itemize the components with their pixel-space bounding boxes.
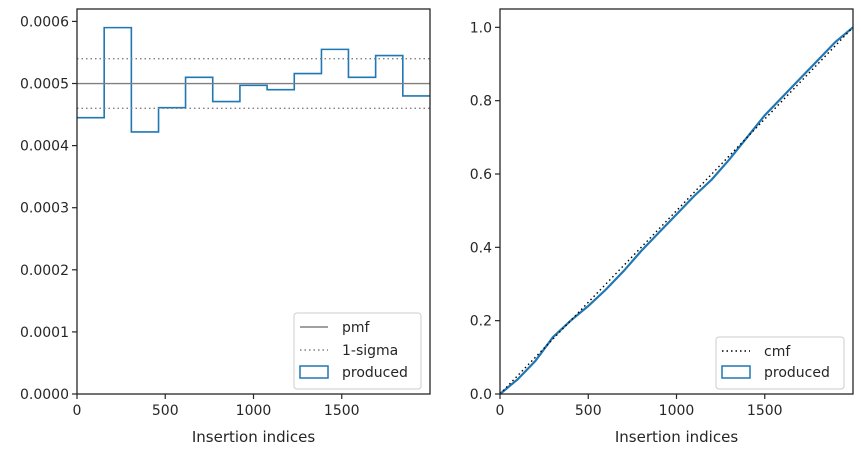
left-x-tick-label: 1500	[324, 403, 360, 419]
right-ticks: 0 500 1000 1500 0.0 0.2 0.4 0.6 0.8 1.0	[470, 20, 783, 419]
left-ticks: 0 500 1000 1500 0.0000 0.0001 0.0002 0.0003 0.00…	[20, 14, 360, 419]
left-legend: pmf 1-sigma produced	[293, 312, 422, 390]
left-y-tick-label: 0.0006	[20, 14, 69, 30]
legend-1-sigma-label: 1-sigma	[342, 343, 398, 359]
cmf-line	[499, 26, 854, 395]
right-x-tick-label: 0	[496, 403, 505, 419]
legend-right-produced-swatch	[721, 365, 751, 379]
right-y-tick-label: 0.0	[470, 387, 492, 403]
left-x-tick-label: 0	[73, 403, 82, 419]
legend-pmf-label: pmf	[342, 320, 371, 336]
left-y-tick-label: 0.0003	[20, 201, 69, 217]
right-x-tick-label: 1500	[747, 403, 783, 419]
right-y-tick-label: 0.4	[470, 240, 492, 256]
left-legend-box	[293, 312, 422, 390]
right-y-tick-label: 0.2	[470, 314, 492, 330]
legend-cmf-label: cmf	[764, 344, 791, 360]
left-y-tick-label: 0.0000	[20, 387, 69, 403]
legend-produced-label: produced	[342, 365, 408, 381]
left-x-axis-label: Insertion indices	[192, 428, 315, 446]
left-chart: 0 500 1000 1500 0.0000 0.0001 0.0002 0.0003 0.00…	[20, 8, 431, 446]
left-x-tick-label: 1000	[236, 403, 272, 419]
left-produced-layer	[77, 26, 430, 133]
legend-produced-swatch	[299, 365, 329, 379]
left-x-tick-label: 500	[152, 403, 179, 419]
legend-right-produced-label: produced	[764, 365, 830, 381]
right-legend-box	[715, 336, 845, 390]
left-y-tick-label: 0.0002	[20, 263, 69, 279]
right-x-tick-label: 500	[575, 403, 602, 419]
right-y-tick-label: 1.0	[470, 20, 492, 36]
left-y-tick-label: 0.0001	[20, 325, 69, 341]
produced-histogram-step	[77, 26, 430, 133]
right-chart: 0 500 1000 1500 0.0 0.2 0.4 0.6 0.8 1.0 Insertion…	[470, 8, 854, 446]
right-x-axis-label: Insertion indices	[615, 428, 738, 446]
left-y-tick-label: 0.0005	[20, 77, 69, 93]
left-y-tick-label: 0.0004	[20, 139, 69, 155]
right-x-tick-label: 1000	[659, 403, 695, 419]
right-y-tick-label: 0.8	[470, 94, 492, 110]
right-y-tick-label: 0.6	[470, 167, 492, 183]
right-produced-layer	[499, 26, 854, 395]
right-legend: cmf produced	[715, 336, 845, 390]
produced-cmf-line	[499, 26, 854, 395]
